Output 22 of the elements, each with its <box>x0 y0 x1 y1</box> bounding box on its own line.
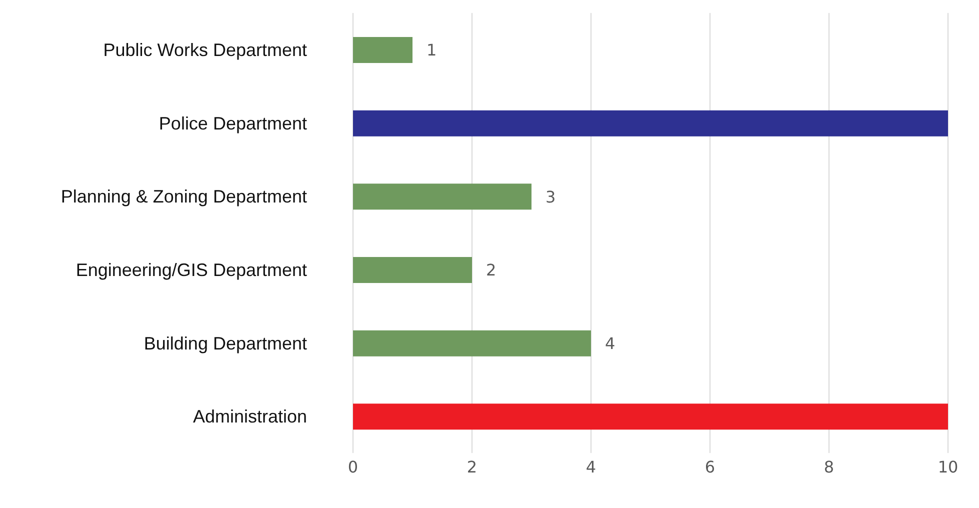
bar <box>353 37 412 63</box>
data-label: 2 <box>486 260 496 280</box>
bar <box>353 110 948 136</box>
x-tick-label: 6 <box>704 457 716 476</box>
y-tick-label: Administration <box>192 406 307 427</box>
y-tick-label: Planning & Zoning Department <box>60 186 307 207</box>
x-tick-label: 0 <box>348 457 358 476</box>
y-tick-label: Engineering/GIS Department <box>76 260 307 280</box>
bar <box>353 330 591 356</box>
x-tick-label: 10 <box>938 457 958 476</box>
y-tick-label: Building Department <box>144 333 307 354</box>
bar <box>353 404 948 430</box>
data-label: 3 <box>546 187 556 206</box>
data-label: 1 <box>426 40 437 60</box>
bar <box>353 184 532 210</box>
data-label: 4 <box>605 334 616 354</box>
y-tick-label: Police Department <box>158 113 307 134</box>
bar <box>353 257 472 283</box>
x-tick-label: 8 <box>824 457 834 476</box>
x-tick-label: 4 <box>586 457 596 476</box>
y-tick-label: Public Works Department <box>103 40 307 60</box>
x-tick-label: 2 <box>466 457 478 476</box>
